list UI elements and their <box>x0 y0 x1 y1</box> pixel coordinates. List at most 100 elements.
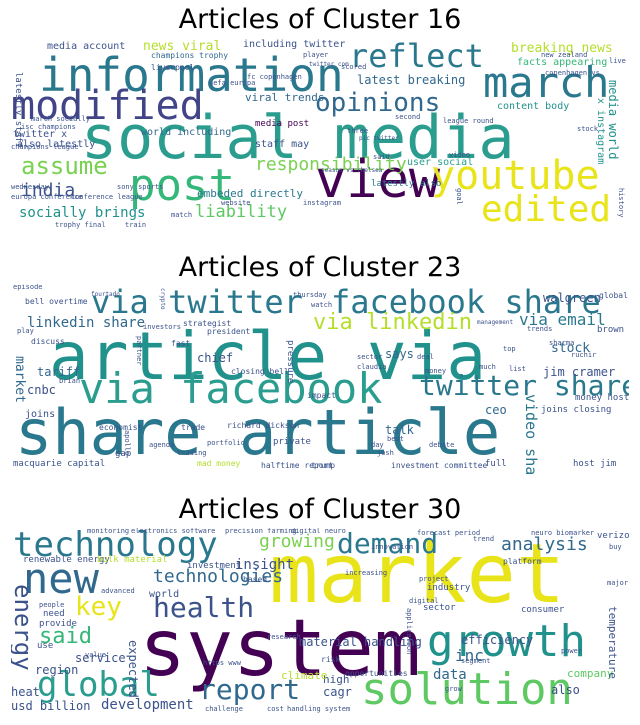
panel-title: Articles of Cluster 30 <box>178 494 462 525</box>
cloud-word: including twitter <box>243 39 346 50</box>
cloud-word: buy <box>609 543 622 551</box>
cloud-word: fast <box>171 339 191 348</box>
cloud-word: trophy final <box>55 221 106 229</box>
cloud-word: agenda <box>149 441 175 449</box>
cloud-word: reflect <box>349 38 484 75</box>
wordcloud-panel-16: Articles of Cluster 16 social media info… <box>0 0 640 240</box>
cloud-word: digital <box>409 597 439 605</box>
cloud-word: media world <box>606 80 620 160</box>
cloud-word: segment <box>461 657 491 665</box>
cloud-word: cost <box>267 705 284 713</box>
cloud-word: development <box>101 697 194 713</box>
cloud-word: deal <box>417 353 434 361</box>
cloud-word: digital neuro <box>291 528 346 535</box>
cloud-word: pic twitter <box>359 135 399 142</box>
cloud-word: investment <box>187 561 242 571</box>
cloud-word: discuss <box>31 337 65 346</box>
cloud-word: trade <box>181 423 206 432</box>
cloud-word: top <box>503 345 516 353</box>
cloud-word: precision farming <box>225 528 297 535</box>
cloud-word: management <box>477 319 514 326</box>
cloud-word: fc copenhagen <box>247 73 302 81</box>
cloud-word: jim cramer <box>543 365 616 379</box>
cloud-word: apollo <box>123 430 131 456</box>
cloud-word: service <box>75 651 126 665</box>
cloud-word: host jim <box>573 459 617 469</box>
cloud-word: says <box>385 347 414 361</box>
cloud-word: article via <box>49 318 487 395</box>
cloud-word: stock <box>551 341 591 356</box>
cloud-word: video <box>449 151 471 159</box>
cloud-word: list <box>509 365 526 373</box>
cloud-word: isc champions <box>21 123 76 131</box>
cloud-word: cnbc <box>27 383 56 397</box>
cloud-word: player <box>303 51 329 59</box>
cloud-word: advanced <box>101 587 135 595</box>
cloud-word: mad money <box>197 459 241 468</box>
cloud-word: data <box>433 667 467 683</box>
cloud-word: handling system <box>287 705 351 713</box>
cloud-word: india <box>21 180 76 201</box>
cloud-word: health <box>153 591 255 624</box>
cloud-word: goal <box>455 188 463 205</box>
cloud-word: march <box>483 58 610 107</box>
cloud-word: market <box>269 528 566 622</box>
cloud-word: edited <box>481 189 612 230</box>
cloud-word: growth <box>427 616 586 667</box>
word-cloud: market system solution growth new techno… <box>11 528 629 718</box>
cloud-word: news viral <box>143 39 222 54</box>
cloud-word: technologies <box>153 566 284 587</box>
cloud-word: much <box>479 363 496 371</box>
cloud-word: money <box>425 367 447 375</box>
cloud-word: website <box>221 199 251 207</box>
cloud-word: full <box>485 459 507 469</box>
cloud-word: gap <box>115 449 132 459</box>
cloud-word: solution <box>361 664 573 715</box>
cloud-word: watch <box>311 301 333 309</box>
cloud-word: usd billion <box>11 699 91 713</box>
cloud-word: second <box>395 113 421 121</box>
cloud-word: josh <box>377 449 394 457</box>
cloud-word: expected <box>126 640 140 698</box>
word-cloud: social media information modified march … <box>11 38 629 234</box>
cloud-word: twitter com <box>309 61 349 68</box>
cloud-word: money host <box>575 393 629 403</box>
cloud-word: information <box>39 48 344 102</box>
cloud-word: consumer <box>521 605 565 615</box>
cloud-word: joins closing <box>541 405 612 415</box>
cloud-word: assume <box>21 152 108 180</box>
cloud-word: facts appearing <box>517 57 608 68</box>
cloud-word: technology <box>13 528 218 565</box>
cloud-word: youtube <box>431 153 600 199</box>
cloud-word: https www <box>203 659 241 667</box>
cloud-word: impact <box>307 391 336 400</box>
cloud-word: project <box>419 575 449 583</box>
cloud-word: global <box>599 291 628 300</box>
cloud-word: trump <box>311 461 336 470</box>
cloud-word: need <box>43 609 65 619</box>
cloud-word: fourtado <box>91 291 120 298</box>
cloud-word: efficiency <box>461 633 534 647</box>
cloud-word: also latestly <box>17 139 96 150</box>
cloud-word: analysis <box>501 534 588 555</box>
cloud-word: joins <box>25 409 56 420</box>
cloud-word: electronics software <box>131 528 216 535</box>
cloud-word: new zealand <box>541 51 588 59</box>
cloud-word: macquarie capital <box>13 459 106 469</box>
cloud-word: chief <box>197 351 234 365</box>
cloud-word: heat <box>11 685 40 699</box>
panel-title: Articles of Cluster 16 <box>178 4 462 35</box>
cloud-word: breaking news <box>511 41 613 56</box>
cloud-word: instagram <box>303 199 341 207</box>
cloud-word: verizon <box>597 531 629 541</box>
cloud-word: sector <box>423 603 456 613</box>
cloud-word: ceo <box>485 403 507 417</box>
cloud-word: linkedin share <box>27 315 146 331</box>
cloud-word: world including <box>141 127 232 138</box>
cloud-word: value <box>85 651 107 659</box>
cloud-word: liverpool <box>151 63 195 72</box>
cloud-word: viral trends <box>245 91 325 104</box>
cloud-word: scored <box>341 63 367 71</box>
cloud-word: day <box>371 441 384 449</box>
cloud-word: key <box>75 592 122 622</box>
